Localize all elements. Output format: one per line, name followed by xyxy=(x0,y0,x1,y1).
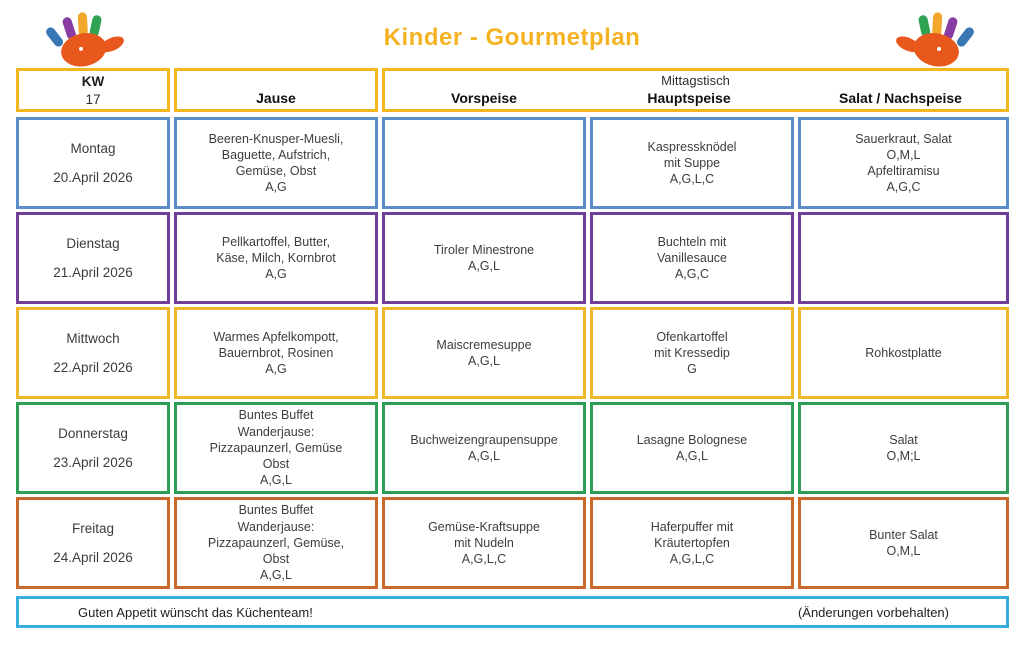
day-name: Donnerstag xyxy=(58,426,128,441)
kw-label: KW xyxy=(81,74,105,89)
finger-green xyxy=(89,15,102,37)
header-subcolumns: Vorspeise Hauptspeise Salat / Nachspeise xyxy=(385,90,1006,106)
salat-nachspeise-cell: Rohkostplatte xyxy=(798,307,1009,399)
finger-amber xyxy=(77,12,88,37)
table-row-montag: Montag 20.April 2026 Beeren-Knusper-Mues… xyxy=(16,117,1009,209)
jause-cell: Warmes Apfelkompott, Bauernbrot, Rosinen… xyxy=(174,307,378,399)
palm xyxy=(913,33,959,67)
jause-cell: Beeren-Knusper-Muesli, Baguette, Aufstri… xyxy=(174,117,378,209)
jause-text: Pellkartoffel, Butter, Käse, Milch, Korn… xyxy=(216,234,336,282)
column-label-salat-nachspeise: Salat / Nachspeise xyxy=(839,90,962,106)
hauptspeise-text: Haferpuffer mit Kräutertopfen A,G,L,C xyxy=(650,519,734,567)
day-name: Mittwoch xyxy=(66,331,120,346)
salat-nachspeise-cell: Salat O,M;L xyxy=(798,402,1009,494)
day-cell: Donnerstag 23.April 2026 xyxy=(16,402,170,494)
vorspeise-text: Gemüse-Kraftsuppe mit Nudeln A,G,L,C xyxy=(428,519,540,567)
finger-blue xyxy=(956,27,974,47)
finger-purple xyxy=(944,17,958,40)
palm-dot xyxy=(78,46,83,51)
hauptspeise-text: Ofenkartoffel mit Kressedip G xyxy=(654,329,730,377)
table-row-dienstag: Dienstag 21.April 2026 Pellkartoffel, Bu… xyxy=(16,212,1009,304)
vorspeise-cell xyxy=(382,117,586,209)
header-cell-kw: KW 17 xyxy=(16,68,170,112)
hauptspeise-cell: Buchteln mit Vanillesauce A,G,C xyxy=(590,212,794,304)
header-cell-jause: Jause xyxy=(174,68,378,112)
footer-right-text: (Änderungen vorbehalten) xyxy=(797,604,949,620)
jause-cell: Buntes Buffet Wanderjause: Pizzapaunzerl… xyxy=(174,497,378,589)
footer-bar: Guten Appetit wünscht das Küchenteam! (Ä… xyxy=(16,596,1009,628)
day-date: 20.April 2026 xyxy=(53,170,133,185)
vorspeise-cell: Maiscremesuppe A,G,L xyxy=(382,307,586,399)
salat-nachspeise-text: Sauerkraut, Salat O,M,L Apfeltiramisu A,… xyxy=(855,131,952,195)
page-header: Kinder - Gourmetplan xyxy=(0,0,1024,68)
hauptspeise-text: Buchteln mit Vanillesauce A,G,C xyxy=(657,234,727,282)
day-date: 24.April 2026 xyxy=(53,550,133,565)
finger-blue xyxy=(46,27,64,47)
salat-nachspeise-text: Salat O,M;L xyxy=(886,432,921,463)
vorspeise-cell: Buchweizengraupensuppe A,G,L xyxy=(382,402,586,494)
jause-text: Buntes Buffet Wanderjause: Pizzapaunzerl… xyxy=(207,503,345,583)
handprint-icon-left xyxy=(46,12,124,67)
day-date: 22.April 2026 xyxy=(53,360,133,375)
hauptspeise-text: Lasagne Bolognese A,G,L xyxy=(636,432,748,463)
column-label-jause: Jause xyxy=(256,90,296,106)
column-label-hauptspeise: Hauptspeise xyxy=(647,90,731,106)
vorspeise-cell: Tiroler Minestrone A,G,L xyxy=(382,212,586,304)
finger-green xyxy=(918,15,931,37)
page-title: Kinder - Gourmetplan xyxy=(383,24,641,51)
table-row-donnerstag: Donnerstag 23.April 2026 Buntes Buffet W… xyxy=(16,402,1009,494)
group-label-mittagstisch: Mittagstisch xyxy=(661,73,730,88)
hauptspeise-cell: Haferpuffer mit Kräutertopfen A,G,L,C xyxy=(590,497,794,589)
table-header-row: KW 17 Jause Mittagstisch Vorspeise Haupt… xyxy=(16,68,1009,112)
day-date: 21.April 2026 xyxy=(53,265,133,280)
day-cell: Dienstag 21.April 2026 xyxy=(16,212,170,304)
day-name: Dienstag xyxy=(66,236,120,251)
thumb xyxy=(896,36,920,53)
day-date: 23.April 2026 xyxy=(53,455,133,470)
salat-nachspeise-cell: Bunter Salat O,M,L xyxy=(798,497,1009,589)
day-name: Freitag xyxy=(71,521,115,536)
finger-purple xyxy=(62,17,76,40)
day-cell: Mittwoch 22.April 2026 xyxy=(16,307,170,399)
salat-nachspeise-cell: Sauerkraut, Salat O,M,L Apfeltiramisu A,… xyxy=(798,117,1009,209)
table-row-mittwoch: Mittwoch 22.April 2026 Warmes Apfelkompo… xyxy=(16,307,1009,399)
jause-cell: Pellkartoffel, Butter, Käse, Milch, Korn… xyxy=(174,212,378,304)
salat-nachspeise-text: Bunter Salat O,M,L xyxy=(869,527,938,558)
jause-text: Buntes Buffet Wanderjause: Pizzapaunzerl… xyxy=(209,408,343,488)
handprint-icon-right xyxy=(896,12,974,67)
jause-text: Warmes Apfelkompott, Bauernbrot, Rosinen… xyxy=(213,329,339,377)
table-row-freitag: Freitag 24.April 2026 Buntes Buffet Wand… xyxy=(16,497,1009,589)
header-cell-mittagstisch: Mittagstisch Vorspeise Hauptspeise Salat… xyxy=(382,68,1009,112)
jause-text: Beeren-Knusper-Muesli, Baguette, Aufstri… xyxy=(208,131,344,195)
vorspeise-cell: Gemüse-Kraftsuppe mit Nudeln A,G,L,C xyxy=(382,497,586,589)
column-label-vorspeise: Vorspeise xyxy=(451,90,517,106)
kw-value: 17 xyxy=(85,92,101,108)
palm-dot xyxy=(937,46,942,51)
hauptspeise-cell: Kaspressknödel mit Suppe A,G,L,C xyxy=(590,117,794,209)
salat-nachspeise-cell xyxy=(798,212,1009,304)
vorspeise-text: Maiscremesuppe A,G,L xyxy=(436,337,532,368)
day-cell: Montag 20.April 2026 xyxy=(16,117,170,209)
hauptspeise-cell: Lasagne Bolognese A,G,L xyxy=(590,402,794,494)
finger-amber xyxy=(932,12,943,37)
salat-nachspeise-text: Rohkostplatte xyxy=(865,345,942,360)
vorspeise-text: Buchweizengraupensuppe A,G,L xyxy=(410,432,558,463)
hauptspeise-text: Kaspressknödel mit Suppe A,G,L,C xyxy=(647,139,737,187)
palm xyxy=(61,33,107,67)
day-cell: Freitag 24.April 2026 xyxy=(16,497,170,589)
menu-table: KW 17 Jause Mittagstisch Vorspeise Haupt… xyxy=(16,68,1009,628)
day-name: Montag xyxy=(70,141,116,156)
hauptspeise-cell: Ofenkartoffel mit Kressedip G xyxy=(590,307,794,399)
jause-cell: Buntes Buffet Wanderjause: Pizzapaunzerl… xyxy=(174,402,378,494)
footer-left-text: Guten Appetit wünscht das Küchenteam! xyxy=(78,604,313,620)
vorspeise-text: Tiroler Minestrone A,G,L xyxy=(433,242,535,273)
thumb xyxy=(100,36,124,53)
